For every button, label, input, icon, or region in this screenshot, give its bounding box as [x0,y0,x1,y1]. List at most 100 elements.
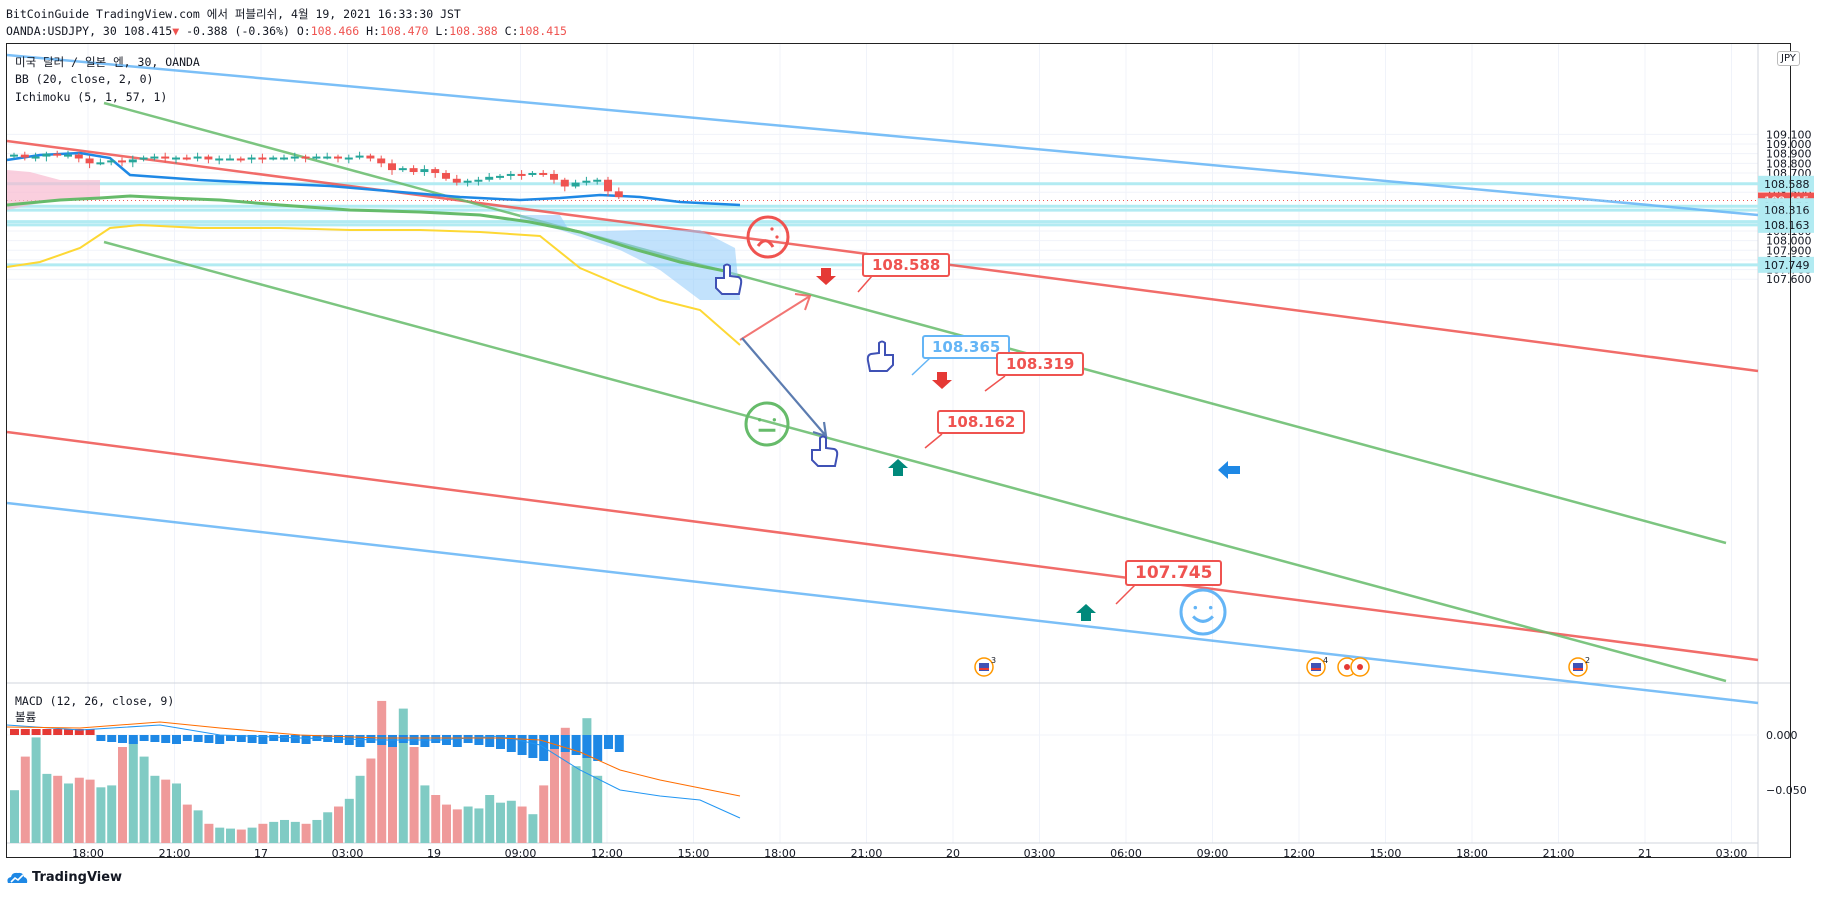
high-value: 108.470 [379,24,429,38]
candle-body [463,180,472,183]
volume-bar [582,718,592,843]
ichimoku-baseline [6,194,731,274]
volume-bar [474,808,484,843]
trend-line-blue-upper [6,53,1759,217]
callout-pointer [924,433,943,449]
candle-body [269,157,278,160]
time-tick-label: 17 [254,847,268,860]
macd-hist-bar [431,735,441,743]
macd-hist-bar [161,735,171,743]
change-arrow-icon: ▼ [172,24,180,38]
legend-title: 미국 달러 / 일본 엔, 30, OANDA [15,55,200,69]
volume-bar [517,806,527,843]
macd-hist-bar [74,729,84,735]
candle-body [420,169,429,173]
macd-hist-bar [474,735,484,745]
macd-hist-bar [269,735,279,741]
candle-body [550,173,558,180]
candle-body [31,156,40,159]
event-dot-icon [1344,664,1350,670]
candle-body [139,157,148,160]
legend-macd: MACD (12, 26, close, 9) [15,694,175,708]
price-label-box [1758,175,1814,192]
volume-bar [280,819,289,843]
close-value: 108.415 [518,24,567,38]
candle-body [301,156,310,159]
macd-hist-bar [247,735,257,743]
ichimoku-cloud-blue [520,215,740,300]
currency-badge[interactable]: JPY [1777,51,1800,66]
price-tick-label: 107.600 [1766,273,1812,286]
macd-hist-bar [31,729,41,735]
volume-bar [290,821,300,843]
macd-hist-bar [258,735,268,744]
macd-hist-bar [215,735,225,744]
volume-bar [323,812,333,843]
volume-bar [528,814,538,843]
price-tick-label: 109.000 [1766,138,1812,151]
volume-bar [485,795,495,843]
candle-body [74,154,83,159]
macd-hist-bar [193,735,203,742]
volume-bar [301,823,311,843]
left-arrow-icon [1218,461,1240,479]
footer-brand[interactable]: TradingView [6,870,122,885]
macd-hist-bar [420,735,430,747]
volume-bar [118,747,127,843]
volume-bar [312,819,322,843]
volume-bar [442,804,451,843]
up-arrow-icon [888,459,908,476]
macd-hist-bar [539,735,549,761]
volume-bar [550,737,559,843]
candle-body [593,179,602,182]
candle-body [312,156,321,159]
volume-bar [247,827,257,843]
time-tick-label: 09:00 [505,847,537,860]
candle-body [485,176,494,180]
macd-hist-bar [236,735,246,742]
candle-body [10,154,18,157]
macd-hist-bar [528,735,538,758]
candle-body [258,157,267,160]
candle-body [571,182,580,187]
candle-body [377,158,386,164]
callout-108588: 108.588 [862,253,951,277]
face-outline [746,215,790,259]
callout-pointer [984,375,1006,392]
candle-body [280,157,288,160]
candle-body [431,169,440,173]
last-price: 108.415 [123,24,173,38]
candle-body [442,172,450,179]
candle-body [226,158,234,161]
time-tick-label: 18:00 [764,847,796,860]
time-tick-label: 21 [1638,847,1652,860]
trend-line-green-upper [103,101,1727,545]
legend-ichimoku: Ichimoku (5, 1, 57, 1) [15,90,168,104]
legend-volume: 볼륨 [15,710,37,724]
candle-body [604,179,612,192]
volume-bar [64,783,73,843]
time-tick-label: 03:00 [1024,847,1056,860]
macd-hist-bar [582,735,592,758]
price-label-text: 108.588 [1764,178,1810,191]
volume-bar [539,785,549,843]
candle-body [506,173,515,176]
volume-bar [215,827,225,843]
time-tick-label: 03:00 [332,847,364,860]
volume-bar [431,795,441,843]
publish-line: BitCoinGuide TradingView.com 에서 퍼블리쉬, 4월… [6,7,461,21]
trend-line-red-lower [6,430,1759,662]
volume-bar [226,828,235,843]
macd-hist-bar [388,735,397,747]
time-tick-label: 18:00 [72,847,104,860]
macd-hist-bar [64,729,73,735]
candle-body [204,156,213,160]
volume-bar [334,806,343,843]
volume-bar [182,804,192,843]
macd-hist-bar [355,735,365,747]
candle-body [528,172,537,175]
low-label: L: [435,24,450,38]
callout-108162: 108.162 [937,410,1026,434]
tradingview-cloud-logo-icon [7,872,28,883]
